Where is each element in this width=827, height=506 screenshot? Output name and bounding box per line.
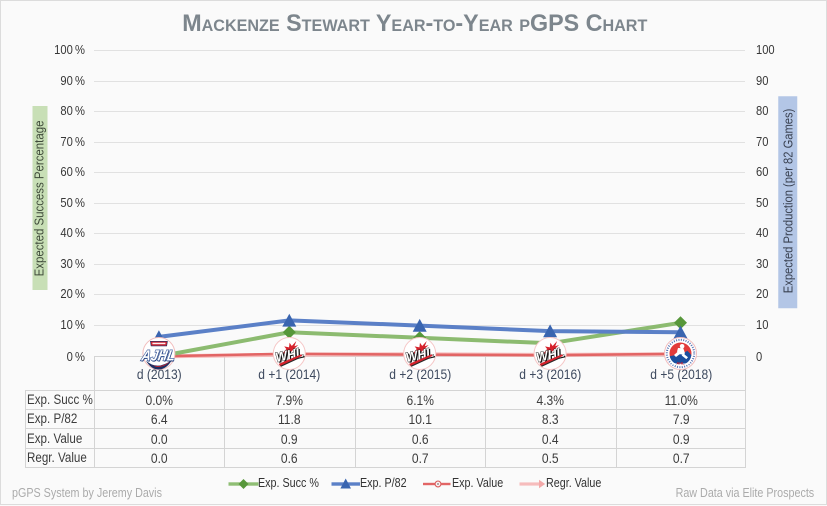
svg-text:AJHL: AJHL: [140, 347, 177, 364]
svg-text:AHL: AHL: [676, 361, 685, 366]
svg-text:AJHL: AJHL: [140, 348, 177, 365]
